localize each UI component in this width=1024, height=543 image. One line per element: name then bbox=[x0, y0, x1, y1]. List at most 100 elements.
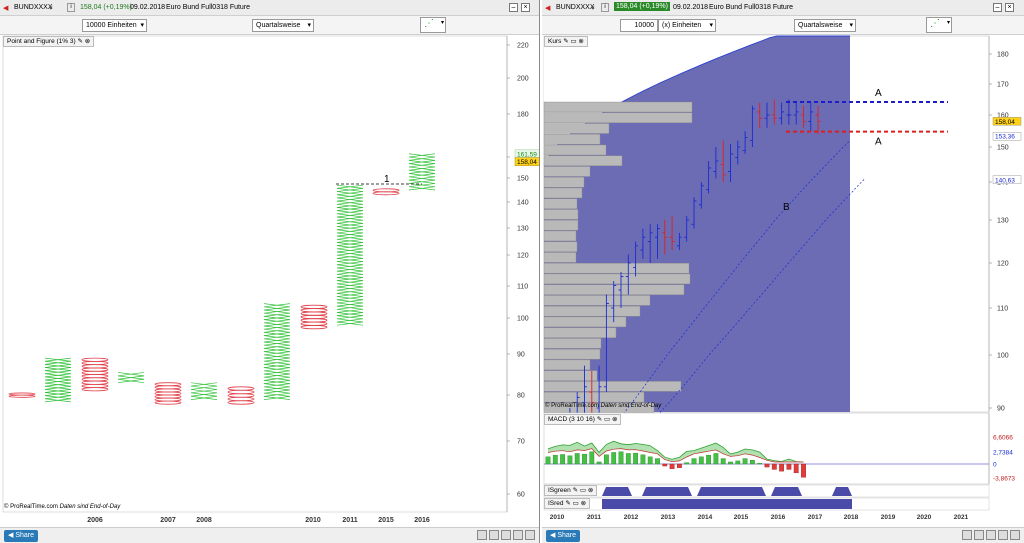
units-input[interactable]: 10000 bbox=[620, 19, 658, 32]
chevron-down-icon[interactable]: ▾ bbox=[49, 5, 53, 12]
x-mark bbox=[336, 191, 364, 196]
close-icon[interactable]: ⊗ bbox=[612, 416, 618, 423]
symbol-label[interactable]: BUNDXXXX bbox=[556, 4, 595, 11]
wrench-icon[interactable]: ✎ bbox=[572, 487, 579, 494]
share-button[interactable]: ◀ Share bbox=[4, 530, 39, 542]
macd-histogram-bar bbox=[684, 462, 690, 465]
chart-title: Point and Figure (1% 3) bbox=[7, 38, 76, 45]
share-icon: ◀ bbox=[8, 532, 16, 539]
isgreen-panel-chip[interactable]: ISgreen ✎ ▭ ⊗ bbox=[544, 485, 598, 496]
units-dropdown[interactable]: 10000 Einheiten ▾ bbox=[82, 19, 147, 32]
chevron-down-icon[interactable]: ▾ bbox=[591, 5, 595, 12]
macd-tick-label: 6,6066 bbox=[993, 435, 1013, 442]
macd-histogram-bar bbox=[582, 453, 587, 465]
wrench-icon[interactable]: ✎ bbox=[565, 500, 571, 507]
chart-title-chip[interactable]: Point and Figure (1% 3) ✎ ⊗ bbox=[3, 36, 95, 47]
volume-profile-bar bbox=[543, 101, 693, 113]
x-mark bbox=[336, 280, 364, 285]
x-mark bbox=[263, 312, 291, 317]
macd-histogram-bar bbox=[611, 452, 617, 465]
maximize-icon[interactable]: ▭ bbox=[572, 500, 579, 507]
wrench-icon[interactable]: ✎ bbox=[77, 38, 83, 45]
minimize-icon[interactable]: – bbox=[993, 3, 1002, 12]
x-mark bbox=[190, 385, 218, 390]
close-icon[interactable]: ⊗ bbox=[578, 38, 584, 45]
zoom-out-icon[interactable] bbox=[501, 530, 511, 540]
maximize-icon[interactable]: ▭ bbox=[604, 416, 611, 423]
units-dropdown[interactable]: (x) Einheiten ▾ bbox=[658, 19, 716, 32]
zoom-out-icon[interactable] bbox=[986, 530, 996, 540]
x-mark bbox=[44, 373, 72, 378]
price-panel-chip[interactable]: Kurs ✎ ▭ ⊗ bbox=[544, 36, 588, 47]
pnf-plot-area bbox=[2, 35, 508, 513]
maximize-icon[interactable]: ▭ bbox=[570, 38, 577, 45]
x-mark bbox=[336, 270, 364, 275]
chevron-down-icon: ▾ bbox=[946, 20, 950, 26]
draw-icon[interactable] bbox=[477, 530, 487, 540]
ohlc-bar bbox=[764, 102, 770, 128]
volume-profile-bar bbox=[543, 348, 601, 360]
eod-text: Daten sind End-of-Day bbox=[600, 403, 662, 409]
scroll-left-icon[interactable] bbox=[998, 530, 1008, 540]
ohlc-bar bbox=[676, 232, 682, 251]
wrench-icon[interactable]: ✎ bbox=[596, 416, 603, 423]
minimize-icon[interactable]: – bbox=[509, 3, 518, 12]
ohlc-bar bbox=[603, 294, 609, 393]
o-mark bbox=[227, 400, 255, 405]
x-mark bbox=[336, 197, 364, 202]
o-mark bbox=[81, 387, 109, 392]
scroll-right-icon[interactable] bbox=[1010, 530, 1020, 540]
volume-profile-bar bbox=[543, 391, 645, 403]
pnf-chart[interactable]: 2202001801601501401301201101009080706011… bbox=[0, 0, 540, 543]
x-mark bbox=[336, 264, 364, 269]
x-mark bbox=[263, 380, 291, 384]
ohlc-bar bbox=[618, 272, 624, 308]
scroll-left-icon[interactable] bbox=[513, 530, 523, 540]
x-mark bbox=[408, 153, 436, 158]
price-tick-label: 120 bbox=[997, 261, 1009, 268]
x-mark bbox=[263, 396, 291, 400]
isred-panel-chip[interactable]: ISred ✎ ▭ ⊗ bbox=[544, 498, 591, 509]
scroll-right-icon[interactable] bbox=[525, 530, 535, 540]
triangle-icon[interactable]: ◀ bbox=[3, 5, 9, 12]
symbol-label[interactable]: BUNDXXXX bbox=[14, 4, 53, 11]
maximize-icon[interactable]: ▭ bbox=[579, 487, 587, 494]
x-mark bbox=[408, 186, 436, 191]
isgreen-block bbox=[642, 487, 692, 496]
macd-histogram-bar bbox=[545, 456, 551, 465]
x-mark bbox=[263, 303, 291, 308]
triangle-icon[interactable]: ◀ bbox=[545, 5, 551, 12]
close-icon[interactable]: ⊗ bbox=[580, 500, 587, 507]
info-icon[interactable]: i bbox=[67, 3, 75, 12]
pnf-o-column bbox=[8, 392, 36, 398]
macd-histogram-bar bbox=[742, 458, 748, 465]
zoom-in-icon[interactable] bbox=[974, 530, 984, 540]
period-dropdown[interactable]: Quartalsweise ▾ bbox=[794, 19, 856, 32]
macd-histogram-bar bbox=[735, 460, 741, 465]
close-icon[interactable]: × bbox=[1005, 3, 1014, 12]
x-mark bbox=[336, 286, 364, 291]
x-mark bbox=[336, 232, 364, 237]
chart-type-button[interactable]: ⋰ ▾ bbox=[420, 17, 446, 33]
x-mark bbox=[263, 357, 291, 362]
price-chart[interactable]: AAB18017016015014013012011010090158,0415… bbox=[542, 0, 1024, 543]
macd-panel-chip[interactable]: MACD (3 10 16) ✎ ▭ ⊗ bbox=[544, 414, 622, 425]
x-mark bbox=[44, 389, 72, 393]
share-button[interactable]: ◀ Share bbox=[546, 530, 581, 542]
macd-histogram-bar bbox=[567, 455, 573, 465]
close-icon[interactable]: ⊗ bbox=[84, 38, 91, 45]
close-icon[interactable]: ⊗ bbox=[587, 487, 594, 494]
o-mark bbox=[300, 325, 328, 330]
cloud-top-mask bbox=[544, 36, 850, 165]
zoom-in-icon[interactable] bbox=[489, 530, 499, 540]
year-label: 2018 bbox=[844, 514, 859, 521]
close-icon[interactable]: × bbox=[521, 3, 530, 12]
draw-icon[interactable] bbox=[962, 530, 972, 540]
chart-type-button[interactable]: ⋰ ▾ bbox=[926, 17, 952, 33]
price-tick-label: 200 bbox=[517, 76, 529, 83]
year-label: 2012 bbox=[624, 514, 639, 521]
info-icon[interactable]: i bbox=[601, 3, 609, 12]
price-tag-lower: 140,63 bbox=[995, 177, 1015, 184]
period-dropdown[interactable]: Quartalsweise ▾ bbox=[252, 19, 314, 32]
wrench-icon[interactable]: ✎ bbox=[563, 38, 569, 45]
